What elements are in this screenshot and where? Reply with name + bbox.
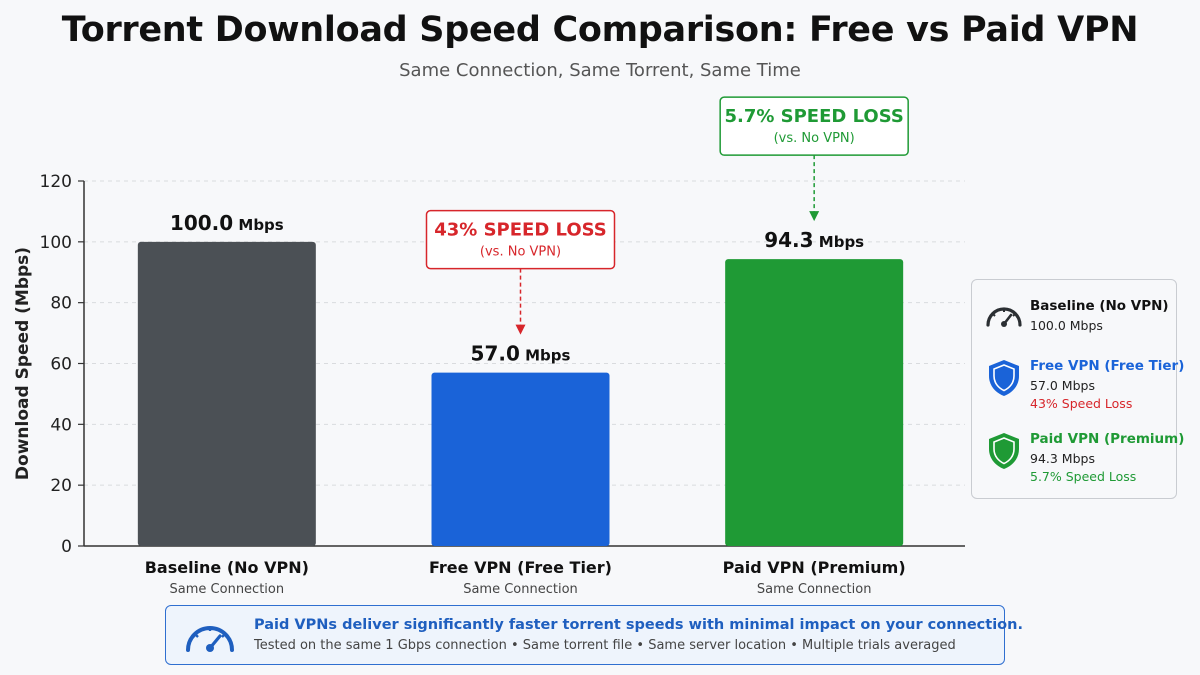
x-tick-label: Paid VPN (Premium) xyxy=(723,558,906,577)
annotation-arrowhead xyxy=(809,211,820,222)
legend-item-value: 57.0 Mbps xyxy=(1030,378,1095,393)
bar xyxy=(431,372,610,546)
y-axis-label: Download Speed (Mbps) xyxy=(13,247,33,480)
bar-value-label: 100.0 Mbps xyxy=(170,211,284,235)
legend-item-label: Paid VPN (Premium) xyxy=(1030,431,1185,447)
bar xyxy=(137,241,316,547)
x-tick-label: Free VPN (Free Tier) xyxy=(429,558,612,577)
legend-item-loss: 5.7% Speed Loss xyxy=(1030,469,1137,484)
x-tick-sublabel: Same Connection xyxy=(757,582,872,597)
chart-subtitle: Same Connection, Same Torrent, Same Time xyxy=(399,60,801,81)
annotation-label: 43% SPEED LOSS xyxy=(434,220,607,241)
legend-item-label: Baseline (No VPN) xyxy=(1030,298,1169,314)
legend-item-value: 100.0 Mbps xyxy=(1030,318,1103,333)
annotation-label: 5.7% SPEED LOSS xyxy=(724,106,903,127)
x-tick-label: Baseline (No VPN) xyxy=(145,558,309,577)
footer-note: Paid VPNs deliver significantly faster t… xyxy=(165,605,1023,665)
y-tick-label: 60 xyxy=(50,355,72,375)
y-tick-label: 120 xyxy=(40,172,72,192)
shield-icon xyxy=(989,360,1019,396)
bar xyxy=(725,259,904,546)
annotation-sublabel: (vs. No VPN) xyxy=(774,131,855,146)
annotation-arrowhead xyxy=(515,324,526,335)
y-tick-label: 80 xyxy=(50,294,72,314)
x-tick-sublabel: Same Connection xyxy=(170,582,285,597)
x-tick-sublabel: Same Connection xyxy=(463,582,578,597)
legend-item-label: Free VPN (Free Tier) xyxy=(1030,358,1185,374)
legend: Baseline (No VPN) 100.0 Mbps Free VPN (F… xyxy=(971,279,1184,499)
y-tick-label: 0 xyxy=(61,537,72,557)
chart-title: Torrent Download Speed Comparison: Free … xyxy=(61,10,1139,50)
bar-value-label: 57.0 Mbps xyxy=(471,342,571,366)
y-tick-label: 20 xyxy=(50,476,72,496)
legend-item-value: 94.3 Mbps xyxy=(1030,451,1095,466)
y-tick-label: 40 xyxy=(50,415,72,435)
legend-item-loss: 43% Speed Loss xyxy=(1030,396,1133,411)
footer-details: Tested on the same 1 Gbps connection • S… xyxy=(254,638,956,653)
speedometer-icon xyxy=(986,307,1022,327)
shield-icon xyxy=(989,433,1019,469)
bar-value-label: 94.3 Mbps xyxy=(764,228,864,252)
y-tick-label: 100 xyxy=(40,233,72,253)
speedometer-icon xyxy=(186,626,234,652)
annotation-sublabel: (vs. No VPN) xyxy=(480,245,561,260)
footer-headline: Paid VPNs deliver significantly faster t… xyxy=(254,617,1023,633)
